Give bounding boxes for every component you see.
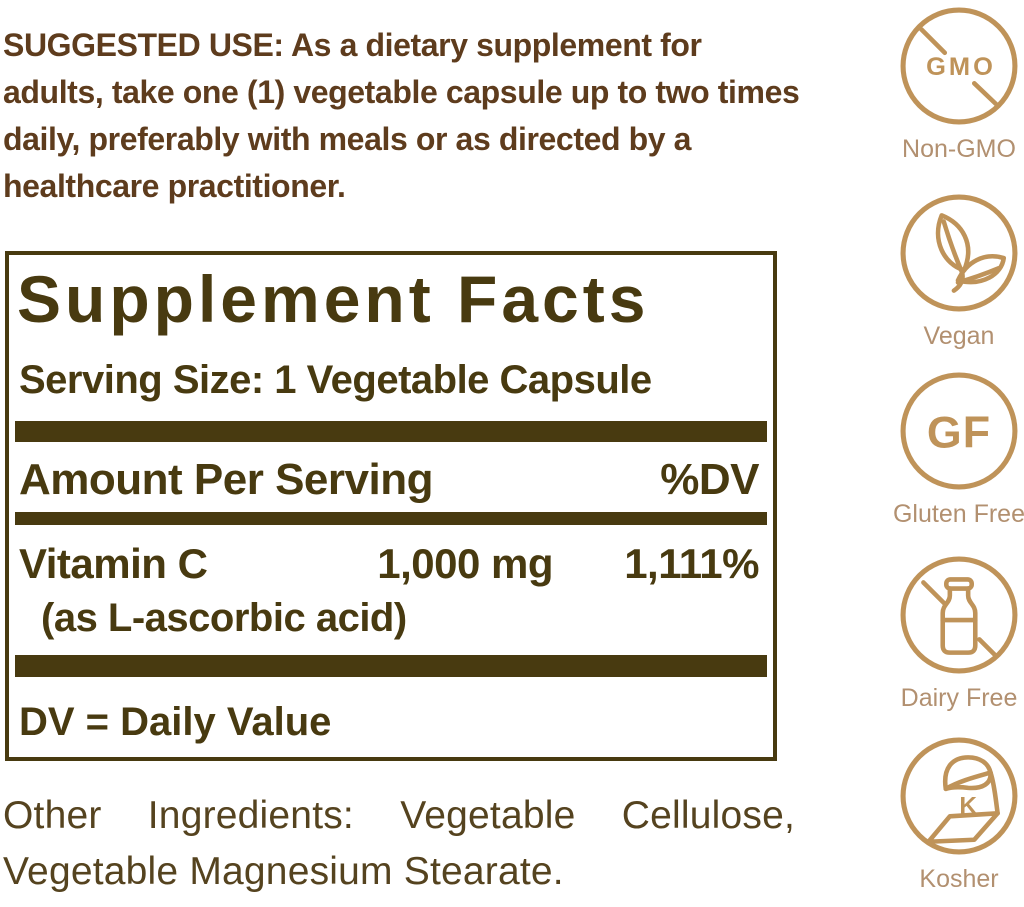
suggested-use-paragraph: SUGGESTED USE: As a dietary supplement f…: [3, 22, 800, 210]
nutrient-note: (as L-ascorbic acid): [41, 596, 407, 640]
badge-label: Non-GMO: [902, 135, 1016, 163]
suggested-use-line: SUGGESTED USE: As a dietary supplement f…: [3, 27, 702, 63]
other-ingredients-line: Vegetable Magnesium Stearate.: [3, 850, 564, 893]
divider-bar-thick: [15, 421, 767, 442]
svg-text:GMO: GMO: [926, 53, 996, 81]
nutrient-amount: 1,000 mg: [377, 540, 553, 587]
percent-dv-header: %DV: [660, 455, 759, 504]
nutrient-row: Vitamin C 1,000 mg 1,111%: [9, 540, 773, 587]
badge-label: Kosher: [919, 865, 999, 893]
badge-dairy-free: Dairy Free: [878, 555, 1024, 713]
leaves-icon: [900, 194, 1018, 312]
gmo-crossed-circle-icon: GMO: [900, 7, 1018, 125]
svg-text:GF: GF: [927, 407, 991, 457]
badge-kosher: K Kosher: [878, 736, 1024, 894]
badge-label: Vegan: [923, 322, 995, 350]
badge-non-gmo: GMO Non-GMO: [878, 6, 1024, 164]
amount-per-serving-header: Amount Per Serving: [19, 455, 433, 504]
supplement-facts-title: Supplement Facts: [17, 262, 650, 336]
column-header-row: Amount Per Serving %DV: [9, 457, 773, 503]
milk-bottle-crossed-icon: [900, 556, 1018, 674]
badge-label: Dairy Free: [900, 684, 1018, 712]
daily-value-footnote: DV = Daily Value: [19, 700, 332, 744]
other-ingredients-line: Other Ingredients: Vegetable Cellulose,: [3, 794, 795, 837]
suggested-use-line: daily, preferably with meals or as direc…: [3, 121, 692, 157]
suggested-use-line: adults, take one (1) vegetable capsule u…: [3, 74, 800, 110]
divider-bar-medium: [15, 512, 767, 525]
serving-size: Serving Size: 1 Vegetable Capsule: [19, 358, 652, 402]
suggested-use-line: healthcare practitioner.: [3, 168, 346, 204]
divider-bar-thick: [15, 655, 767, 677]
badge-vegan: Vegan: [878, 193, 1024, 351]
other-ingredients-paragraph: Other Ingredients: Vegetable Cellulose, …: [3, 790, 795, 898]
kof-k-circle-icon: K: [900, 737, 1018, 855]
certification-badges-column: GMO Non-GMO Vegan GF Gluten Free: [878, 0, 1024, 907]
badge-label: Gluten Free: [892, 500, 1024, 528]
supplement-facts-panel: Supplement Facts Serving Size: 1 Vegetab…: [5, 251, 777, 761]
gf-circle-icon: GF: [900, 372, 1018, 490]
svg-text:K: K: [959, 792, 977, 819]
nutrient-dv: 1,111%: [624, 540, 759, 587]
nutrient-name: Vitamin C: [19, 540, 208, 587]
badge-gluten-free: GF Gluten Free: [878, 371, 1024, 529]
